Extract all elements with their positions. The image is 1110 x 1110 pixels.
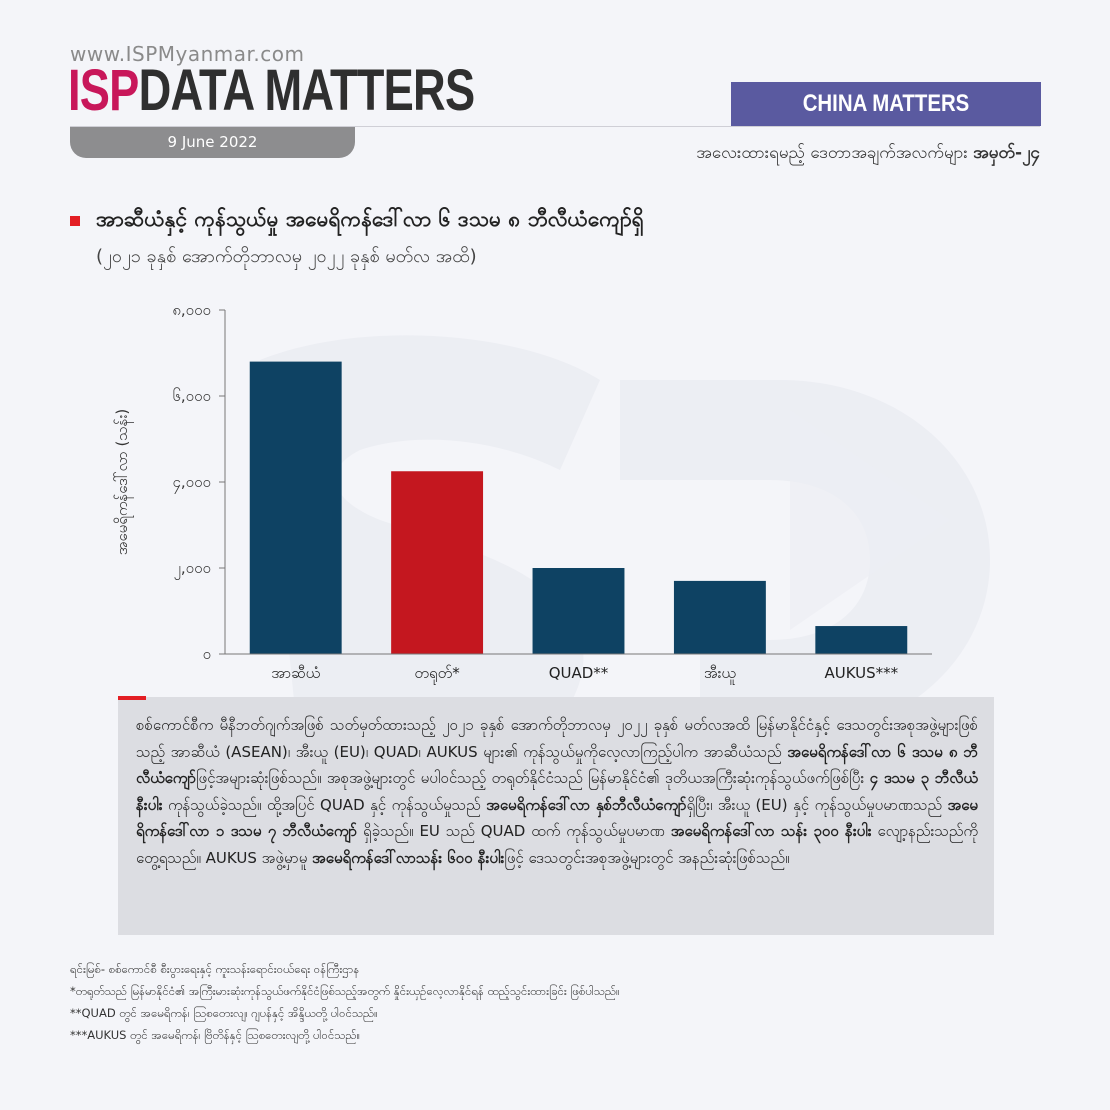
summary-text: စစ်ကောင်စီက မီနီဘတ်ဂျက်အဖြစ် သတ်မှတ်ထားသ… — [136, 712, 978, 871]
bar — [391, 471, 484, 654]
brand-data-matters: DATA MATTERS — [138, 58, 476, 123]
y-tick-label: ၈,၀၀၀ — [172, 301, 211, 319]
summary-run: လျော့နည်းသည်ကို တွေ့ရသည်။ AUKUS အဖွဲ့မှာ… — [136, 822, 978, 867]
y-tick-label: ၆,၀၀၀ — [172, 387, 211, 405]
bar — [815, 626, 908, 654]
summary-highlight: ၄ ဒသမ ၃ ဘီလီယံနီးပါး — [136, 769, 978, 814]
y-tick-label: ၀ — [203, 645, 211, 663]
summary-run: စစ်ကောင်စီက မီနီဘတ်ဂျက်အဖြစ် သတ်မှတ်ထားသ… — [136, 716, 978, 761]
bar — [673, 580, 766, 654]
y-tick-label: ၄,၀၀၀ — [172, 473, 211, 494]
footnote: **QUAD တွင် အမေရိကန်၊ ဩစတေးလျ၊ ဂျပန်နှင့… — [70, 1006, 378, 1020]
footnote: *တရုတ်သည် မြန်မာနိုင်ငံ၏ အကြီးမားဆုံးကုန… — [70, 984, 620, 998]
summary-run: ဖြင့် ဒေသတွင်းအစုအဖွဲ့များတွင် အနည်းဆုံး… — [504, 848, 790, 867]
y-axis-label: အမေရိကန်ဒေါ်လာ (သန်း) — [113, 409, 134, 555]
date-badge: 9 June 2022 — [70, 127, 355, 158]
chart-subtitle: (၂၀၂၁ ခုနှစ် အောက်တိုဘာလမှ ၂၀၂၂ ခုနှစ် မ… — [96, 246, 477, 267]
x-tick-label: AUKUS*** — [824, 664, 898, 682]
x-tick-label: အာဆီယံ — [271, 664, 320, 682]
summary-run: ဖြင့်အများဆုံးဖြစ်သည်။ အစုအဖွဲ့များတွင် … — [196, 769, 870, 787]
header-divider — [70, 126, 1040, 127]
x-tick-label: အီးယူ — [704, 664, 736, 685]
summary-highlight: အမေရိကန်ဒေါ်လာ ၆ ဒသမ ၈ ဘီလီယံကျော် — [136, 742, 978, 788]
y-tick-label: ၂,၀၀၀ — [174, 559, 211, 580]
x-tick-label: QUAD** — [549, 664, 609, 682]
summary-highlight: အမေရိကန်ဒေါ်လာ ၁ ဒသမ ၇ ဘီလီယံကျော် — [136, 795, 978, 841]
summary-run: ရှိခဲ့သည်။ EU သည် QUAD ထက် ကုန်သွယ်မှုပမ… — [357, 822, 671, 840]
summary-highlight: အမေရိကန်ဒေါ်လာသန်း ၆၀၀ နီးပါး — [312, 848, 505, 867]
summary-run: ကုန်သွယ်ခဲ့သည်။ ထို့အပြင် QUAD နှင့် ကုန… — [162, 795, 487, 814]
chart-title: အာဆီယံနှင့် ကုန်သွယ်မှု အမေရိကန်ဒေါ်လာ ၆… — [96, 207, 644, 231]
series-text: အလေးထားရမည့် ဒေတာအချက်အလက်များ — [696, 143, 974, 163]
brand-logo: ISPDATA MATTERS — [68, 62, 475, 120]
bar — [249, 361, 342, 654]
x-tick-label: တရုတ်* — [414, 664, 460, 685]
section-label-text: CHINA MATTERS — [802, 90, 970, 117]
title-bullet-icon — [70, 216, 80, 226]
summary-panel — [118, 697, 994, 935]
series-number: အမှတ်-၂၄ — [973, 143, 1040, 163]
footnotes: ရင်းမြစ်- စစ်ကောင်စီ စီးပွားရေးနှင့် ကူး… — [70, 958, 620, 1046]
series-caption: အလေးထားရမည့် ဒေတာအချက်အလက်များ အမှတ်-၂၄ — [696, 142, 1040, 167]
source-note: ရင်းမြစ်- စစ်ကောင်စီ စီးပွားရေးနှင့် ကူး… — [70, 962, 360, 976]
section-label: CHINA MATTERS — [731, 82, 1041, 126]
website-url: www.ISPMyanmar.com — [70, 42, 305, 66]
brand-isp: ISP — [68, 58, 139, 123]
footnote: ***AUKUS တွင် အမေရိကန်၊ ဗြိတိန်နှင့် ဩစတ… — [70, 1028, 361, 1042]
summary-run: ရှိပြီး၊ အီးယူ (EU) နှင့် ကုန်သွယ်မှုပမာ… — [686, 795, 948, 814]
summary-panel-accent — [118, 696, 146, 700]
summary-highlight: အမေရိကန်ဒေါ်လာ နှစ်ဘီလီယံကျော် — [486, 795, 687, 814]
bar — [532, 568, 625, 654]
summary-highlight: အမေရိကန်ဒေါ်လာ သန်း ၃၀၀ နီးပါး — [670, 822, 872, 840]
